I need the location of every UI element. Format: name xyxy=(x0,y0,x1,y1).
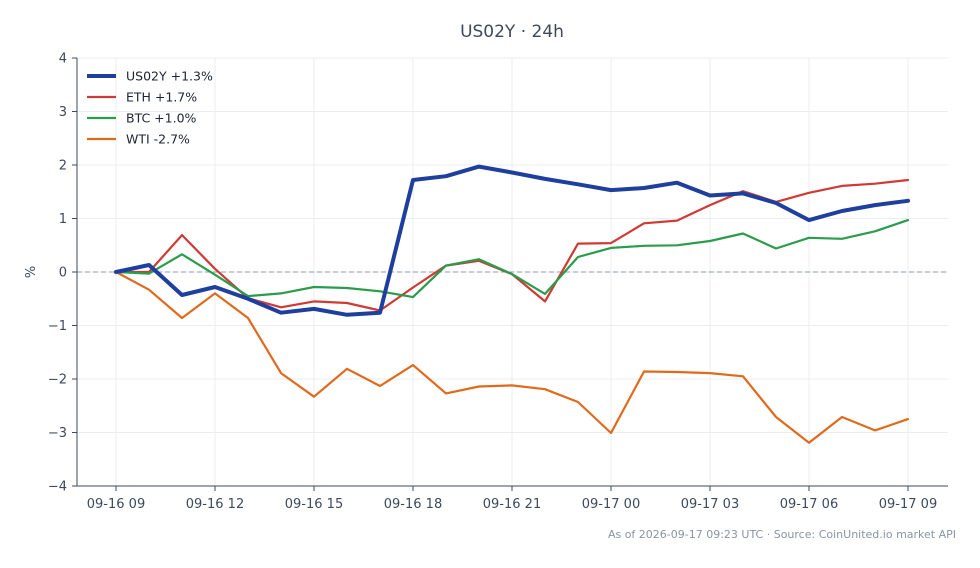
source-note: As of 2026-09-17 09:23 UTC · Source: Coi… xyxy=(608,528,956,541)
legend-label: US02Y +1.3% xyxy=(126,69,213,84)
legend-label: ETH +1.7% xyxy=(126,90,197,105)
x-tick-label: 09-17 00 xyxy=(582,497,640,512)
y-tick-label: 2 xyxy=(59,159,67,174)
x-tick-label: 09-16 15 xyxy=(285,497,343,512)
legend: US02Y +1.3% ETH +1.7% BTC +1.0% WTI -2.7% xyxy=(87,69,213,147)
y-tick-label: 0 xyxy=(59,266,67,281)
legend-label: WTI -2.7% xyxy=(126,132,190,147)
y-axis-label: % xyxy=(24,266,39,278)
x-tick-label: 09-17 03 xyxy=(681,497,739,512)
y-tick-label: −4 xyxy=(48,480,67,495)
series-lines xyxy=(114,164,910,444)
legend-label: BTC +1.0% xyxy=(126,111,197,126)
series-line-0 xyxy=(114,164,910,317)
y-tick-label: 1 xyxy=(59,212,67,227)
y-tick-label: −2 xyxy=(48,373,67,388)
x-tick-label: 09-16 12 xyxy=(186,497,244,512)
y-tick-label: 3 xyxy=(59,105,67,120)
x-tick-label: 09-16 09 xyxy=(87,497,145,512)
y-tick-label: −3 xyxy=(48,426,67,441)
grid xyxy=(77,57,948,487)
x-tick-label: 09-16 21 xyxy=(483,497,541,512)
axes: −4 −3 −2 −1 0 1 2 3 4 09-16 09 09-16 12 09-16 15 09-… xyxy=(48,52,948,512)
series-line-3 xyxy=(114,270,910,444)
chart-title: US02Y · 24h xyxy=(460,22,564,42)
x-tick-label: 09-17 06 xyxy=(780,497,838,512)
y-tick-label: 4 xyxy=(59,52,67,67)
x-tick-label: 09-16 18 xyxy=(384,497,442,512)
y-tick-label: −1 xyxy=(48,319,67,334)
series-line-2 xyxy=(114,219,910,299)
x-tick-label: 09-17 09 xyxy=(879,497,937,512)
